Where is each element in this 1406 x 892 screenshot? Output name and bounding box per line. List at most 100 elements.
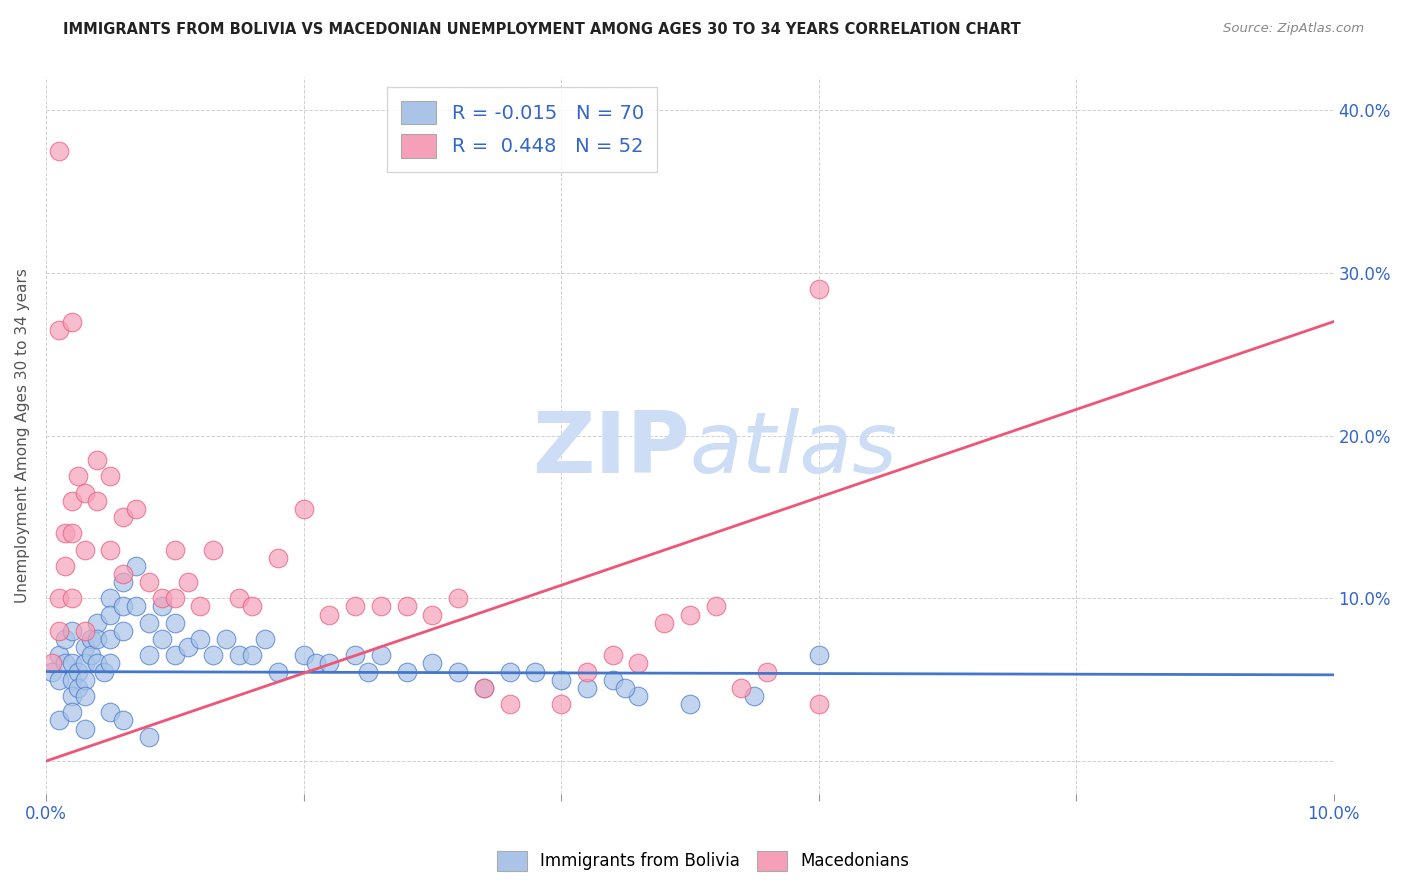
Text: Source: ZipAtlas.com: Source: ZipAtlas.com <box>1223 22 1364 36</box>
Legend: Immigrants from Bolivia, Macedonians: Immigrants from Bolivia, Macedonians <box>488 842 918 880</box>
Point <box>228 591 250 606</box>
Point <box>395 665 418 679</box>
Point <box>98 706 121 720</box>
Point <box>41 665 63 679</box>
Point <box>53 558 76 573</box>
Point <box>756 665 779 679</box>
Point <box>112 714 135 728</box>
Point <box>318 607 340 622</box>
Point <box>67 469 90 483</box>
Point <box>73 485 96 500</box>
Point <box>602 673 624 687</box>
Point <box>730 681 752 695</box>
Point <box>807 697 830 711</box>
Point <box>112 510 135 524</box>
Point <box>370 648 392 663</box>
Point <box>138 730 160 744</box>
Point <box>73 673 96 687</box>
Point <box>80 632 103 646</box>
Point <box>98 542 121 557</box>
Point <box>575 681 598 695</box>
Point <box>190 599 212 614</box>
Point <box>357 665 380 679</box>
Text: ZIP: ZIP <box>531 409 690 491</box>
Point <box>86 493 108 508</box>
Point <box>150 632 173 646</box>
Point <box>73 689 96 703</box>
Point <box>190 632 212 646</box>
Point <box>86 453 108 467</box>
Point <box>60 624 83 638</box>
Point <box>73 722 96 736</box>
Point <box>86 632 108 646</box>
Point <box>150 591 173 606</box>
Point <box>614 681 637 695</box>
Text: atlas: atlas <box>690 409 898 491</box>
Point <box>73 624 96 638</box>
Point <box>343 648 366 663</box>
Point <box>150 599 173 614</box>
Point <box>472 681 495 695</box>
Point <box>318 657 340 671</box>
Point <box>48 714 70 728</box>
Point <box>420 607 443 622</box>
Point <box>138 575 160 590</box>
Point <box>240 648 263 663</box>
Point <box>228 648 250 663</box>
Point <box>60 493 83 508</box>
Point <box>163 615 186 630</box>
Point <box>125 501 148 516</box>
Point <box>163 591 186 606</box>
Point <box>93 665 115 679</box>
Point <box>627 657 650 671</box>
Point <box>575 665 598 679</box>
Point <box>60 673 83 687</box>
Point <box>86 657 108 671</box>
Point <box>125 599 148 614</box>
Point <box>253 632 276 646</box>
Point <box>112 566 135 581</box>
Point <box>60 315 83 329</box>
Point <box>125 558 148 573</box>
Point <box>524 665 547 679</box>
Point <box>86 615 108 630</box>
Point <box>807 648 830 663</box>
Point <box>627 689 650 703</box>
Point <box>73 640 96 655</box>
Point <box>447 665 470 679</box>
Point <box>447 591 470 606</box>
Point <box>202 542 225 557</box>
Point <box>420 657 443 671</box>
Legend: R = -0.015   N = 70, R =  0.448   N = 52: R = -0.015 N = 70, R = 0.448 N = 52 <box>388 87 658 171</box>
Point <box>67 681 90 695</box>
Point <box>53 657 76 671</box>
Point <box>60 591 83 606</box>
Point <box>305 657 328 671</box>
Point <box>53 632 76 646</box>
Point <box>48 144 70 158</box>
Point <box>48 624 70 638</box>
Point <box>138 615 160 630</box>
Point <box>112 624 135 638</box>
Point <box>704 599 727 614</box>
Point <box>742 689 765 703</box>
Point <box>395 599 418 614</box>
Point <box>679 607 702 622</box>
Point <box>163 542 186 557</box>
Point <box>602 648 624 663</box>
Point <box>112 575 135 590</box>
Point <box>138 648 160 663</box>
Point <box>60 706 83 720</box>
Point <box>48 648 70 663</box>
Point <box>98 607 121 622</box>
Point <box>48 673 70 687</box>
Point <box>53 526 76 541</box>
Point <box>176 640 198 655</box>
Point <box>202 648 225 663</box>
Point <box>292 501 315 516</box>
Point <box>215 632 238 646</box>
Point <box>498 697 520 711</box>
Point <box>370 599 392 614</box>
Point <box>60 689 83 703</box>
Point <box>48 591 70 606</box>
